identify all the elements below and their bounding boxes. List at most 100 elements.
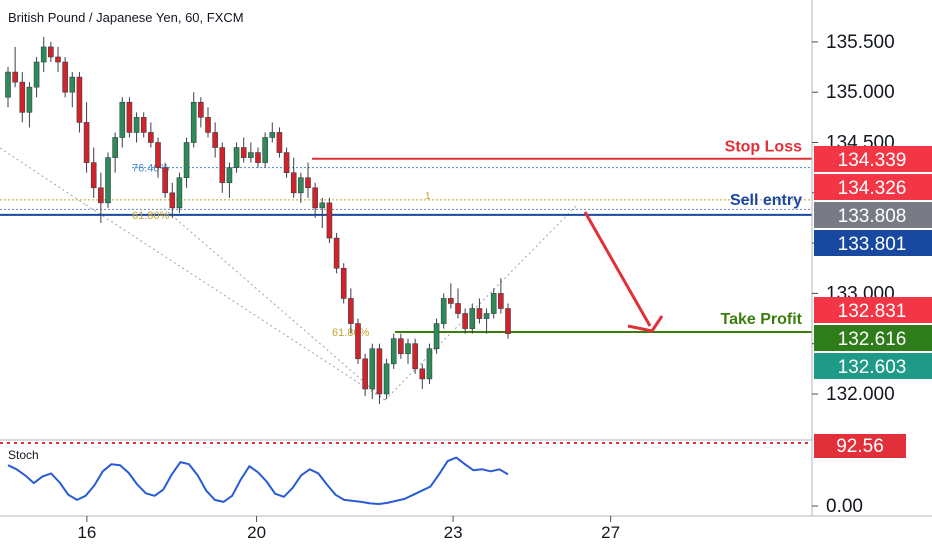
candle-body bbox=[383, 363, 390, 395]
candle-body bbox=[140, 117, 147, 133]
candle-body bbox=[219, 147, 226, 184]
candle-body bbox=[90, 162, 97, 189]
candle-body bbox=[483, 313, 490, 319]
candle-body bbox=[455, 303, 461, 314]
candle-body bbox=[169, 192, 176, 209]
target-arrow-line bbox=[583, 211, 652, 327]
candle-body bbox=[190, 101, 197, 143]
candle-body bbox=[376, 348, 383, 395]
candle-body bbox=[119, 101, 126, 138]
candle-body bbox=[198, 101, 204, 118]
candle-body bbox=[33, 61, 40, 88]
candle-body bbox=[505, 308, 511, 334]
price-tag-box bbox=[814, 146, 932, 172]
candle-body bbox=[240, 147, 247, 158]
candle-body bbox=[40, 46, 47, 63]
y-tick-label: 132.000 bbox=[826, 384, 895, 405]
candle-body bbox=[19, 81, 26, 113]
candle-body bbox=[83, 122, 90, 163]
candle-body bbox=[162, 167, 168, 194]
fib-diagonal-0 bbox=[0, 147, 87, 206]
candle-body bbox=[105, 157, 111, 204]
sell-entry-label: Sell entry bbox=[730, 192, 802, 209]
candle-body bbox=[440, 298, 447, 324]
candle-body bbox=[283, 152, 290, 173]
price-tag-value: 133.801 bbox=[838, 234, 907, 255]
candle-body bbox=[55, 56, 61, 63]
candle-body bbox=[112, 137, 118, 158]
x-tick-label: 27 bbox=[601, 523, 620, 542]
candle-body bbox=[498, 293, 504, 309]
candle-body bbox=[133, 117, 140, 133]
chart-title: British Pound / Japanese Yen, 60, FXCM bbox=[8, 10, 244, 25]
price-tag-box bbox=[814, 325, 932, 351]
candle-body bbox=[390, 338, 397, 365]
candle-body bbox=[426, 348, 433, 380]
candle-body bbox=[248, 152, 254, 158]
price-tag-box bbox=[814, 174, 932, 200]
candle-body bbox=[369, 348, 376, 390]
candle-body bbox=[5, 71, 11, 98]
candle-body bbox=[48, 46, 54, 58]
stoch-label: Stoch bbox=[8, 448, 39, 462]
candle-body bbox=[269, 132, 276, 138]
price-tag-value: 134.326 bbox=[838, 178, 907, 199]
candle-body bbox=[333, 237, 340, 269]
x-tick-label: 16 bbox=[77, 523, 96, 542]
price-tags: 134.339 134.326 133.808 133.801 132.831 132.6… bbox=[814, 146, 932, 458]
x-tick-label: 20 bbox=[247, 523, 266, 542]
candle-body bbox=[433, 323, 440, 350]
candle-body bbox=[233, 147, 240, 168]
price-tag-box bbox=[814, 202, 932, 228]
candle-body bbox=[319, 202, 326, 209]
candle-body bbox=[62, 61, 68, 93]
y-tick-label: 135.500 bbox=[826, 32, 895, 53]
stoch-y-tick-label: 0.00 bbox=[826, 496, 863, 517]
candle-body bbox=[276, 132, 283, 153]
candle-body bbox=[412, 343, 418, 370]
target-arrow-head bbox=[627, 315, 664, 333]
candle-body bbox=[462, 313, 468, 329]
stoch-line bbox=[7, 456, 509, 505]
candle-body bbox=[476, 308, 483, 319]
price-tag-box bbox=[814, 353, 932, 379]
candle-body bbox=[155, 142, 161, 168]
candle-body bbox=[405, 343, 411, 355]
candle-body bbox=[290, 172, 297, 194]
price-tag-value: 132.603 bbox=[838, 357, 907, 378]
candle-body bbox=[340, 267, 347, 299]
price-tag-box bbox=[814, 230, 932, 256]
candle-body bbox=[305, 177, 311, 189]
candle-body bbox=[362, 358, 368, 390]
candle-body bbox=[326, 202, 333, 239]
trade-annotations: Stop Loss Sell entry Take Profit bbox=[583, 139, 803, 333]
candle-body bbox=[419, 368, 426, 380]
candle-body bbox=[355, 323, 361, 360]
candle-body bbox=[212, 132, 218, 148]
candle-body bbox=[205, 117, 211, 133]
y-tick-label: 135.000 bbox=[826, 82, 895, 103]
candle-body bbox=[76, 76, 83, 123]
candle-body bbox=[183, 142, 190, 179]
candle-body bbox=[490, 293, 497, 314]
candle-series bbox=[5, 36, 511, 405]
candle-body bbox=[262, 137, 268, 163]
stop-loss-label: Stop Loss bbox=[725, 139, 802, 156]
stochastic-pane: Stoch bbox=[0, 439, 812, 505]
price-tag-value: 133.808 bbox=[838, 206, 907, 227]
x-tick-label: 23 bbox=[444, 523, 463, 542]
take-profit-label: Take Profit bbox=[721, 311, 803, 328]
price-tag-value: 132.616 bbox=[838, 329, 907, 350]
candle-body bbox=[312, 187, 318, 209]
candle-body bbox=[298, 177, 304, 194]
candle-body bbox=[448, 298, 454, 304]
candle-body bbox=[26, 86, 33, 113]
candle-body bbox=[69, 76, 76, 93]
stoch-tag-value: 92.56 bbox=[836, 436, 884, 457]
candle-body bbox=[126, 101, 133, 133]
price-tag-box bbox=[814, 297, 932, 323]
candle-body bbox=[98, 187, 104, 204]
